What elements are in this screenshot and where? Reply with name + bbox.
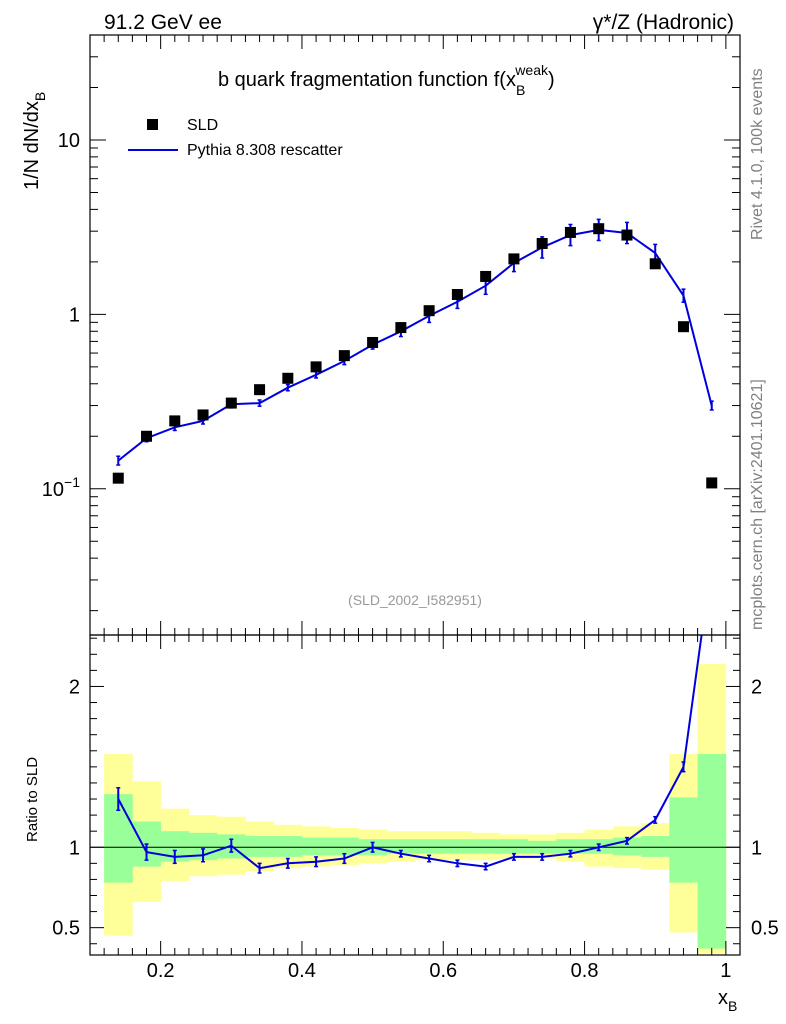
uncertainty-band-inner [443,839,472,854]
data-point [621,229,633,241]
data-point [338,350,350,362]
uncertainty-band-inner [415,839,444,854]
ratio-y-tick-label-right: 2 [751,676,762,698]
ratio-series-line [117,634,703,870]
data-point [282,372,294,384]
y-tick-label: 10 [58,130,80,152]
data-point [112,472,124,484]
data-point [564,226,576,238]
main-plot-content [112,218,718,489]
data-point [169,415,181,427]
uncertainty-band-inner [556,839,585,854]
data-point [310,361,322,373]
data-point [197,409,209,421]
x-axis-label: xB [718,987,737,1014]
uncertainty-band-inner [330,837,359,856]
ratio-y-axis-label: Ratio to SLD [24,757,41,842]
ratio-y-tick-label-right: 1 [751,837,762,859]
uncertainty-band-inner [386,839,416,854]
y-tick-label: 1 [69,304,80,326]
data-point [593,223,605,235]
legend-mc-label: Pythia 8.308 rescatter [187,142,343,159]
uncertainty-band-inner [471,839,501,854]
uncertainty-band-inner [301,837,331,856]
data-point [451,289,463,301]
data-point [480,270,492,282]
ratio-y-tick-label: 0.5 [52,918,80,940]
data-point [706,477,718,489]
data-point [141,430,153,442]
main-axis-ticks: 10−1 1 10 [42,34,740,635]
x-tick-label: 0.8 [571,960,599,982]
ratio-panel: 0.2 0.4 0.6 0.8 1 0.5 0.5 1 1 2 2 Ratio to SLD xB [24,634,779,1014]
plot-title: b quark fragmentation function f(xBweak) [218,62,555,98]
ratio-y-tick-label: 2 [69,676,80,698]
data-point [225,397,237,409]
x-tick-label: 1 [720,960,731,982]
ratio-frame [89,634,741,956]
ratio-plot-content [90,634,740,954]
main-panel: 10−1 1 10 b quark fragmentation function f… [21,34,741,636]
uncertainty-band-inner [641,836,670,857]
mcplots-label: mcplots.cern.ch [arXiv:2401.10621] [749,379,766,630]
data-point [423,305,435,317]
ratio-axis-ticks: 0.2 0.4 0.6 0.8 1 0.5 0.5 1 1 2 2 [52,635,779,982]
mc-series-line [117,228,713,462]
data-point [254,384,266,396]
legend-sld-label: SLD [187,117,218,134]
energy-label: 91.2 GeV ee [104,11,222,34]
ratio-y-tick-label: 1 [69,837,80,859]
data-point [508,253,520,265]
data-point [367,336,379,348]
uncertainty-band-inner [697,753,727,949]
ratio-y-tick-label-right: 0.5 [751,918,779,940]
legend-sld-marker [147,119,158,130]
x-tick-label: 0.4 [288,960,316,982]
x-tick-label: 0.6 [429,960,457,982]
uncertainty-band-inner [499,839,529,854]
uncertainty-band-inner [669,797,698,883]
process-label: γ*/Z (Hadronic) [593,11,734,34]
data-point [649,258,661,270]
analysis-id: (SLD_2002_I582951) [348,592,482,608]
data-point [395,322,407,334]
rivet-label: Rivet 4.1.0, 100k events [749,68,766,240]
y-tick-label: 10−1 [42,474,80,501]
uncertainty-band-inner [273,836,303,857]
legend: SLD Pythia 8.308 rescatter [128,117,343,159]
x-tick-label: 0.2 [147,960,175,982]
data-point [536,237,548,249]
data-point [677,321,689,333]
uncertainty-band-inner [245,836,274,857]
y-axis-label: 1/N dN/dxB [21,92,48,190]
